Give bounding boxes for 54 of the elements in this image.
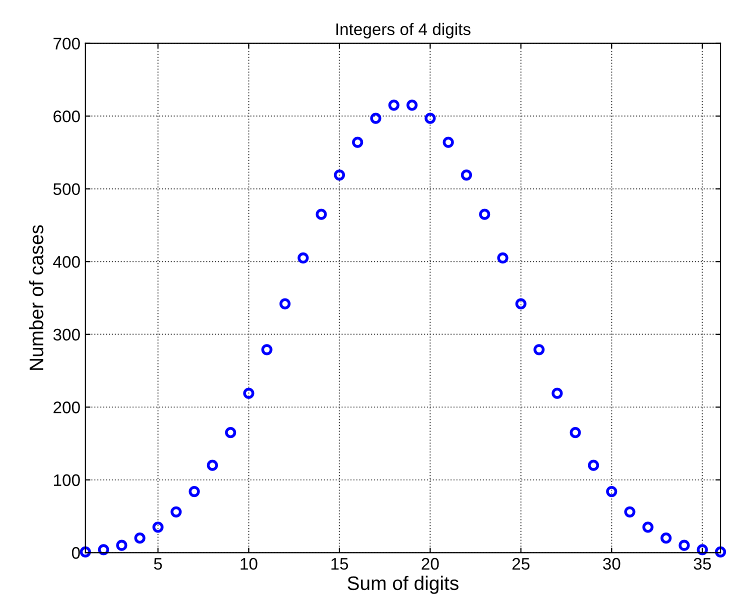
y-tick-label: 300 [53, 328, 80, 341]
point [243, 388, 254, 399]
point [570, 427, 581, 438]
point [98, 544, 110, 556]
y-tick-label: 100 [54, 474, 80, 486]
point [624, 506, 636, 518]
point [533, 344, 545, 356]
y-tick-label: 600 [54, 110, 80, 122]
x-tick-label: 5 [154, 558, 162, 570]
x-tick-label: 20 [422, 558, 439, 570]
point [460, 169, 472, 181]
y-tick-label: 0 [72, 547, 80, 559]
x-tick-label: 15 [331, 558, 348, 570]
point [334, 169, 346, 181]
y-tick-label: 700 [54, 38, 80, 50]
point [116, 540, 128, 551]
point [660, 532, 672, 544]
point [552, 388, 563, 399]
point [261, 344, 272, 356]
point [298, 252, 309, 264]
y-tick-label: 500 [53, 183, 80, 196]
point [170, 506, 182, 518]
point [352, 136, 364, 148]
x-tick-label: 25 [512, 558, 530, 570]
point [714, 546, 726, 558]
point [206, 460, 218, 471]
y-tick-label: 400 [53, 256, 80, 268]
point [497, 252, 508, 264]
point [406, 100, 418, 111]
x-axis-title: Sum of digits [348, 576, 458, 594]
x-tick-label: 35 [694, 558, 711, 570]
point [279, 298, 291, 310]
point [642, 522, 654, 533]
point [515, 298, 526, 310]
point [696, 544, 708, 556]
point [225, 427, 236, 438]
point [678, 540, 690, 551]
point [388, 100, 400, 111]
y-axis-title: Number of cases [29, 225, 44, 370]
point [152, 522, 164, 533]
point [80, 546, 91, 558]
x-tick-label: 30 [603, 558, 620, 570]
point [424, 112, 436, 124]
point [316, 208, 327, 220]
point [442, 136, 454, 148]
point [370, 112, 382, 124]
point [188, 486, 200, 498]
point [606, 486, 618, 498]
chart-title: Integers of 4 digits [336, 22, 470, 38]
point [479, 208, 490, 220]
point [134, 532, 146, 544]
point [588, 460, 600, 471]
y-tick-label: 200 [54, 402, 80, 414]
x-tick-label: 10 [240, 558, 258, 570]
